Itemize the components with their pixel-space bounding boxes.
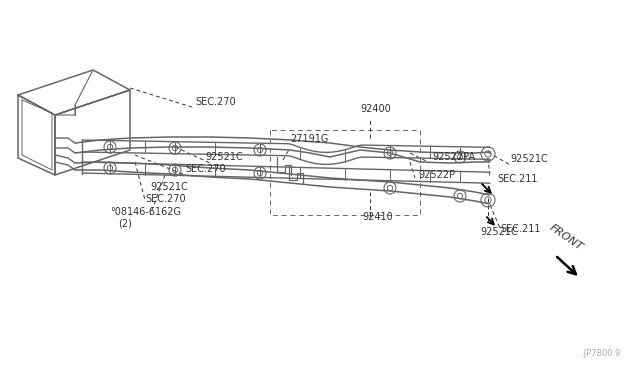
Text: .JP7800 9: .JP7800 9 xyxy=(580,349,620,358)
Text: 92521C: 92521C xyxy=(480,227,518,237)
Text: 92400: 92400 xyxy=(360,104,391,114)
Text: 92410: 92410 xyxy=(362,212,393,222)
Text: 27191G: 27191G xyxy=(290,134,328,144)
Text: SEC.211: SEC.211 xyxy=(497,174,538,184)
Text: (2): (2) xyxy=(118,218,132,228)
Text: SEC.270: SEC.270 xyxy=(185,164,226,174)
Text: 92521C: 92521C xyxy=(205,152,243,162)
Text: SEC.270: SEC.270 xyxy=(195,97,236,107)
Text: 92521C: 92521C xyxy=(150,182,188,192)
Text: 92522P: 92522P xyxy=(418,170,455,180)
Text: SEC.270: SEC.270 xyxy=(145,194,186,204)
Text: °08146-6162G: °08146-6162G xyxy=(110,207,181,217)
Text: 92521C: 92521C xyxy=(510,154,548,164)
Text: SEC.211: SEC.211 xyxy=(500,224,541,234)
Text: FRONT: FRONT xyxy=(548,222,585,252)
Text: 92522PA: 92522PA xyxy=(432,152,475,162)
